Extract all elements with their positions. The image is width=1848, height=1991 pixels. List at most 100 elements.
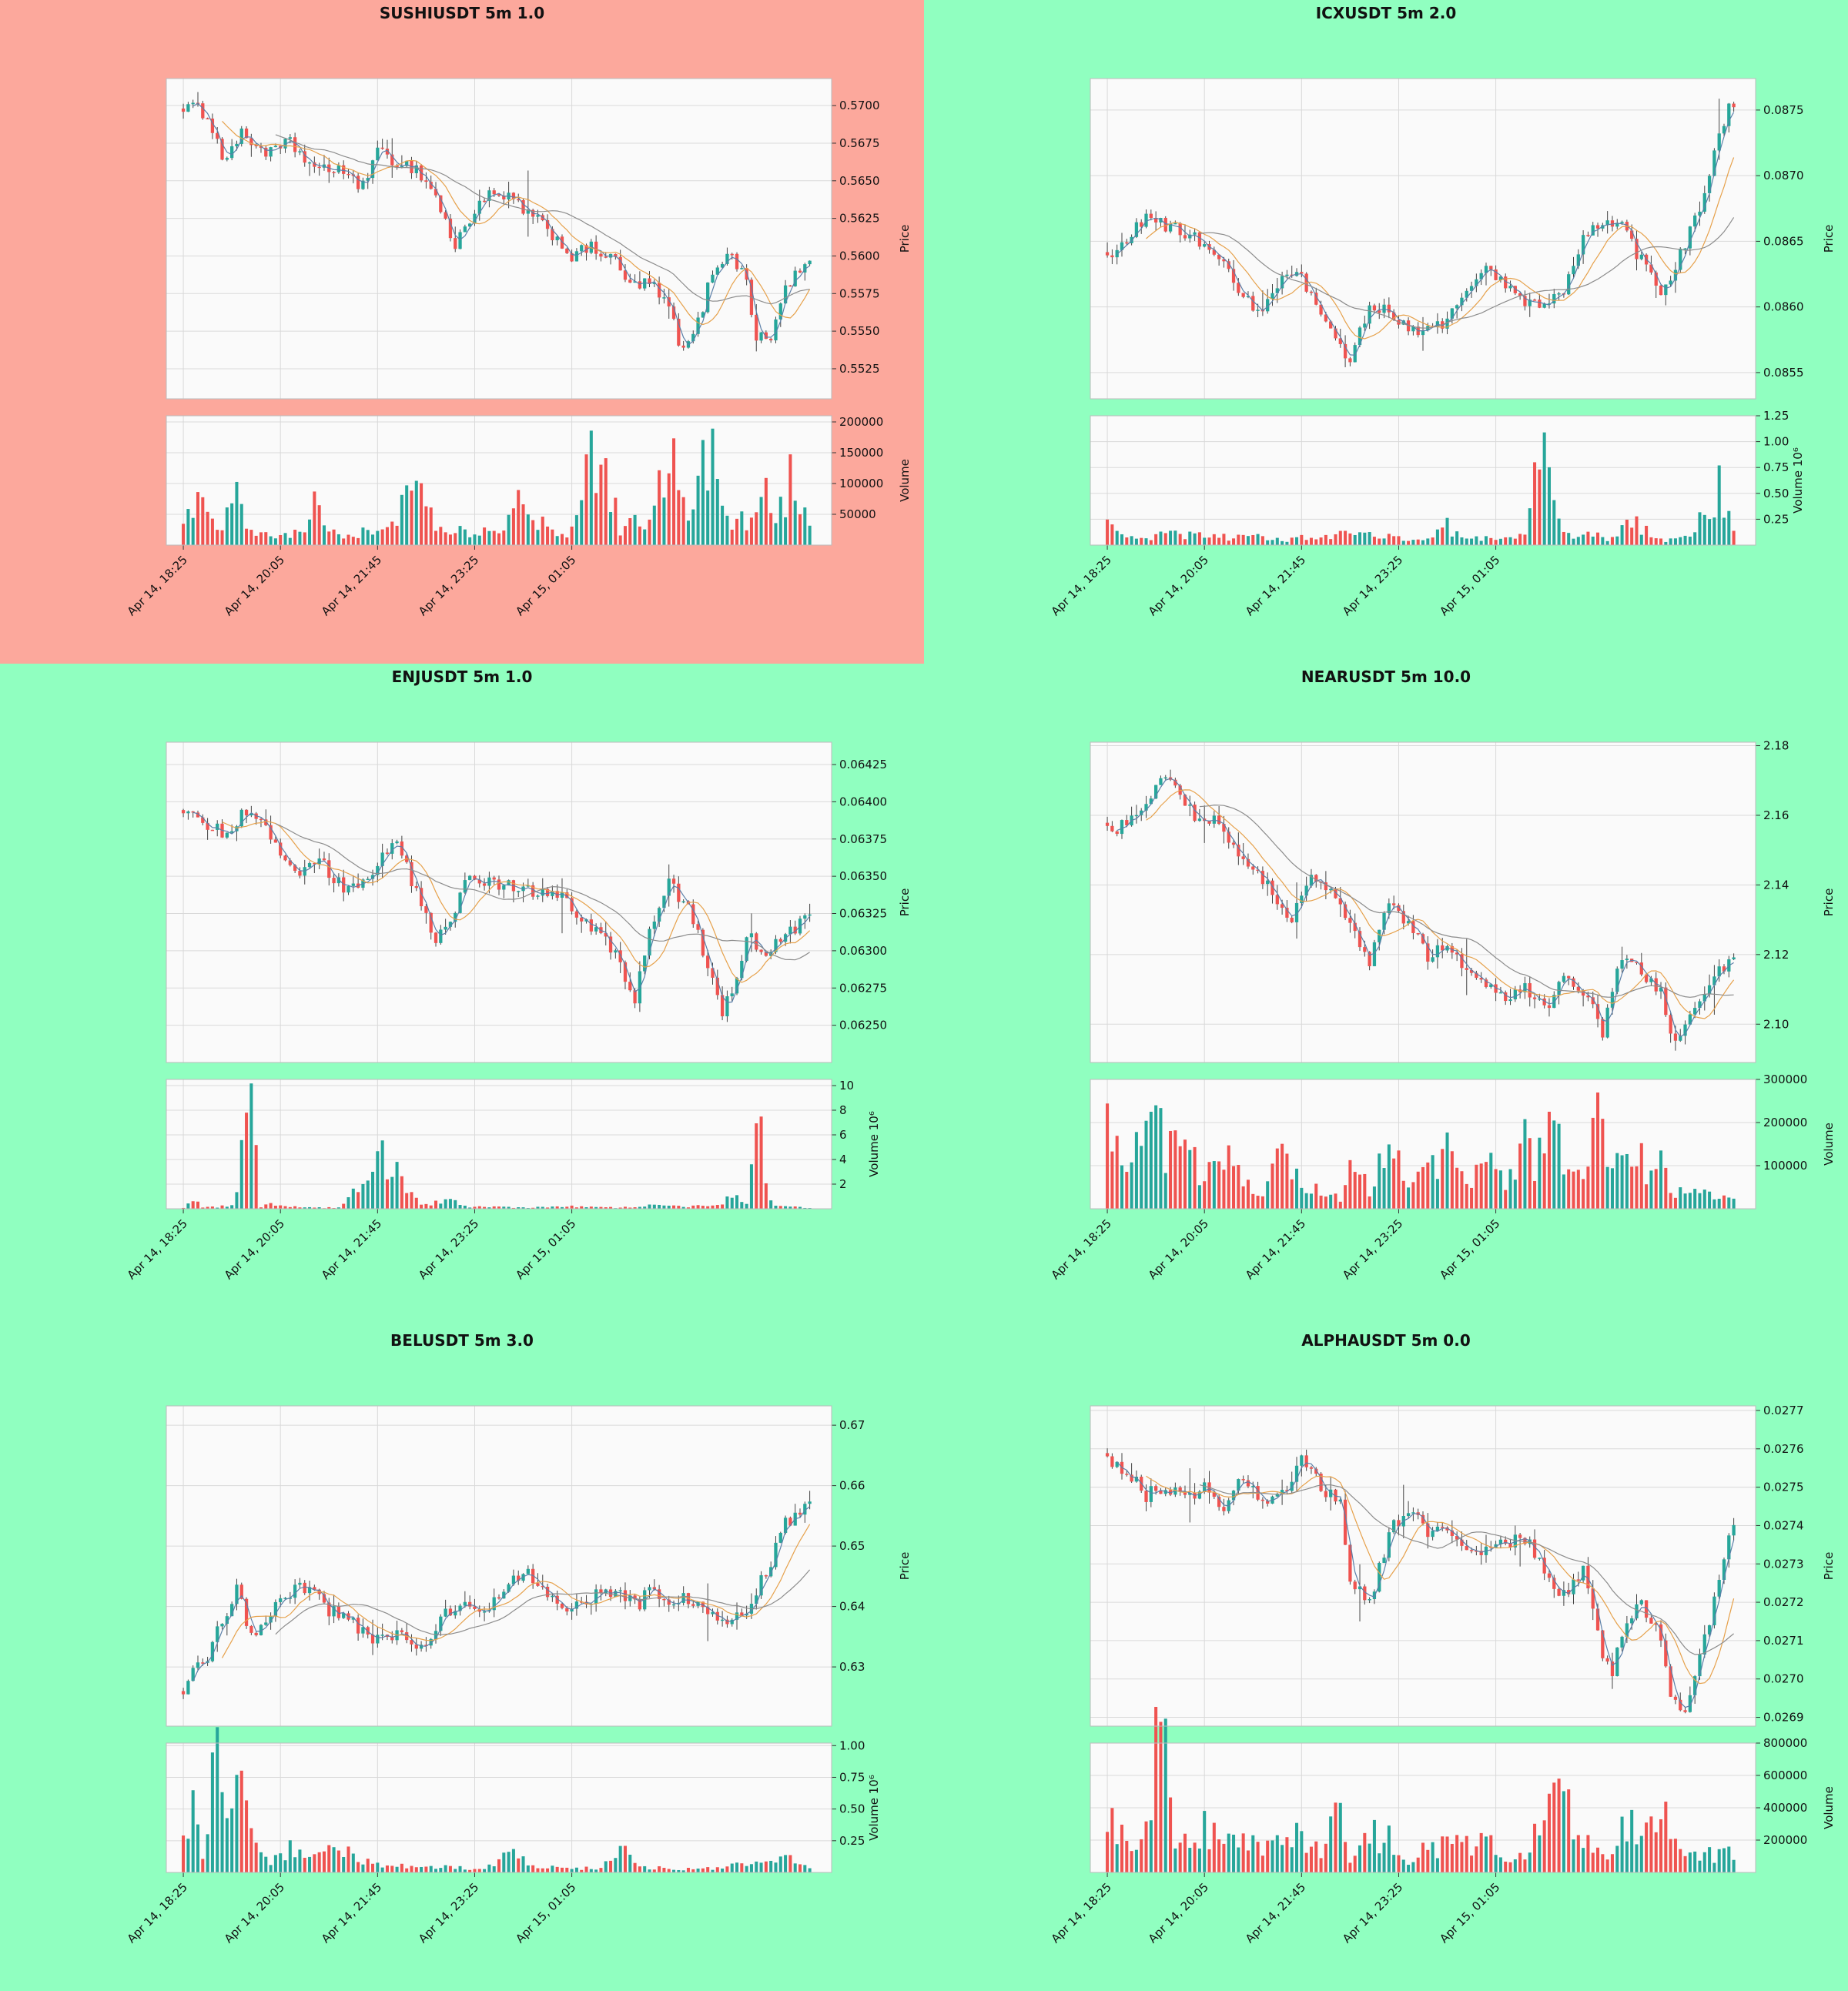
price-pane-background — [1090, 742, 1756, 1062]
candle-body — [633, 281, 637, 283]
volume-bar — [788, 454, 792, 545]
candle-body — [1197, 1491, 1202, 1499]
ma-mid-line — [222, 120, 811, 326]
candle-body — [473, 213, 477, 224]
candle-body — [1368, 1598, 1371, 1601]
volume-tick-label: 1.25 — [1763, 409, 1789, 423]
volume-bar — [570, 1869, 574, 1872]
volume-bar — [279, 534, 283, 545]
volume-bar — [410, 490, 413, 545]
volume-bar — [589, 1206, 593, 1209]
volume-bar — [395, 525, 399, 545]
candle-body — [1683, 1024, 1687, 1036]
volume-bar — [390, 1866, 394, 1872]
volume-bar — [1547, 1111, 1551, 1209]
volume-bar — [1149, 1820, 1153, 1872]
candle-body — [196, 812, 200, 818]
candle-body — [1300, 1455, 1304, 1466]
candle-body — [1664, 987, 1668, 1016]
candle-body — [1465, 968, 1468, 970]
ma-fast-line — [1116, 1461, 1735, 1708]
volume-pane-background — [166, 416, 832, 545]
candle-body — [701, 312, 705, 318]
volume-bar — [1475, 1164, 1478, 1209]
volume-bar — [254, 1145, 258, 1209]
volume-bar — [220, 1205, 224, 1209]
volume-bar — [774, 1862, 778, 1872]
volume-bar — [521, 1856, 525, 1872]
volume-bar — [303, 532, 306, 545]
volume-bar — [565, 1206, 569, 1209]
volume-bar — [662, 497, 666, 545]
candle-body — [229, 146, 234, 159]
volume-bar — [1163, 1173, 1167, 1209]
volume-bar — [283, 1206, 287, 1209]
candle-body — [1285, 908, 1289, 918]
candle-body — [1173, 223, 1177, 225]
candle-body — [1479, 273, 1483, 279]
candle-body — [584, 919, 588, 922]
volume-bar — [1344, 1842, 1348, 1872]
volume-bar — [1484, 536, 1488, 545]
candle-body — [560, 236, 564, 249]
candle-body — [507, 1584, 511, 1592]
volume-bar — [643, 1206, 647, 1209]
candle-body — [1378, 1562, 1381, 1592]
volume-bar — [502, 1206, 506, 1209]
volume-bar — [1717, 1849, 1721, 1872]
price-tick-label: 0.0855 — [1763, 366, 1804, 380]
volume-bar — [1203, 1181, 1207, 1209]
volume-bar — [1673, 538, 1677, 545]
volume-bar — [273, 538, 277, 545]
candle-body — [715, 977, 719, 996]
volume-bar — [662, 1868, 666, 1872]
volume-bar — [206, 511, 209, 545]
volume-bar — [618, 535, 622, 545]
volume-bar — [599, 1206, 603, 1209]
candle-body — [439, 1616, 443, 1631]
volume-bar — [1106, 1832, 1110, 1872]
volume-bar — [1314, 1841, 1318, 1872]
candle-body — [1601, 225, 1605, 229]
candle-body — [1693, 1676, 1697, 1695]
volume-bar — [778, 497, 782, 545]
candle-body — [1455, 1535, 1459, 1540]
volume-bar — [1319, 1195, 1323, 1209]
volume-bar — [444, 532, 447, 545]
candle-body — [759, 949, 763, 952]
candle-body — [1353, 922, 1357, 932]
volume-bar — [225, 507, 229, 545]
volume-bar — [201, 497, 205, 545]
volume-bar — [220, 1792, 224, 1872]
volume-bar — [1281, 1143, 1284, 1209]
volume-bar — [1504, 1861, 1508, 1872]
volume-bar — [235, 1192, 239, 1209]
candle-body — [1688, 226, 1692, 249]
candle-body — [1246, 858, 1250, 867]
candle-body — [298, 151, 302, 152]
candle-body — [1630, 230, 1634, 239]
volume-bar — [1635, 516, 1639, 545]
volume-bar — [1212, 1822, 1216, 1872]
price-tick-label: 0.67 — [839, 1418, 865, 1432]
candle-body — [589, 241, 593, 253]
volume-bar — [1237, 1847, 1240, 1872]
candle-body — [1673, 1696, 1678, 1700]
volume-tick-label: 6 — [839, 1128, 847, 1142]
volume-bar — [420, 1204, 424, 1209]
volume-bar — [1387, 534, 1391, 545]
candle-body — [1237, 1479, 1240, 1491]
volume-bar — [1698, 1193, 1702, 1209]
candle-body — [1702, 1634, 1706, 1655]
volume-bar — [574, 1207, 578, 1209]
candle-body — [808, 914, 812, 916]
volume-bar — [1533, 1823, 1537, 1872]
volume-bar — [492, 1866, 496, 1872]
candle-body — [1217, 815, 1221, 825]
volume-bar — [1411, 1862, 1415, 1872]
candle-body — [1479, 978, 1483, 980]
volume-bar — [405, 485, 409, 545]
volume-bar — [1266, 540, 1270, 545]
candle-body — [1679, 1036, 1682, 1041]
candle-body — [1435, 945, 1440, 958]
